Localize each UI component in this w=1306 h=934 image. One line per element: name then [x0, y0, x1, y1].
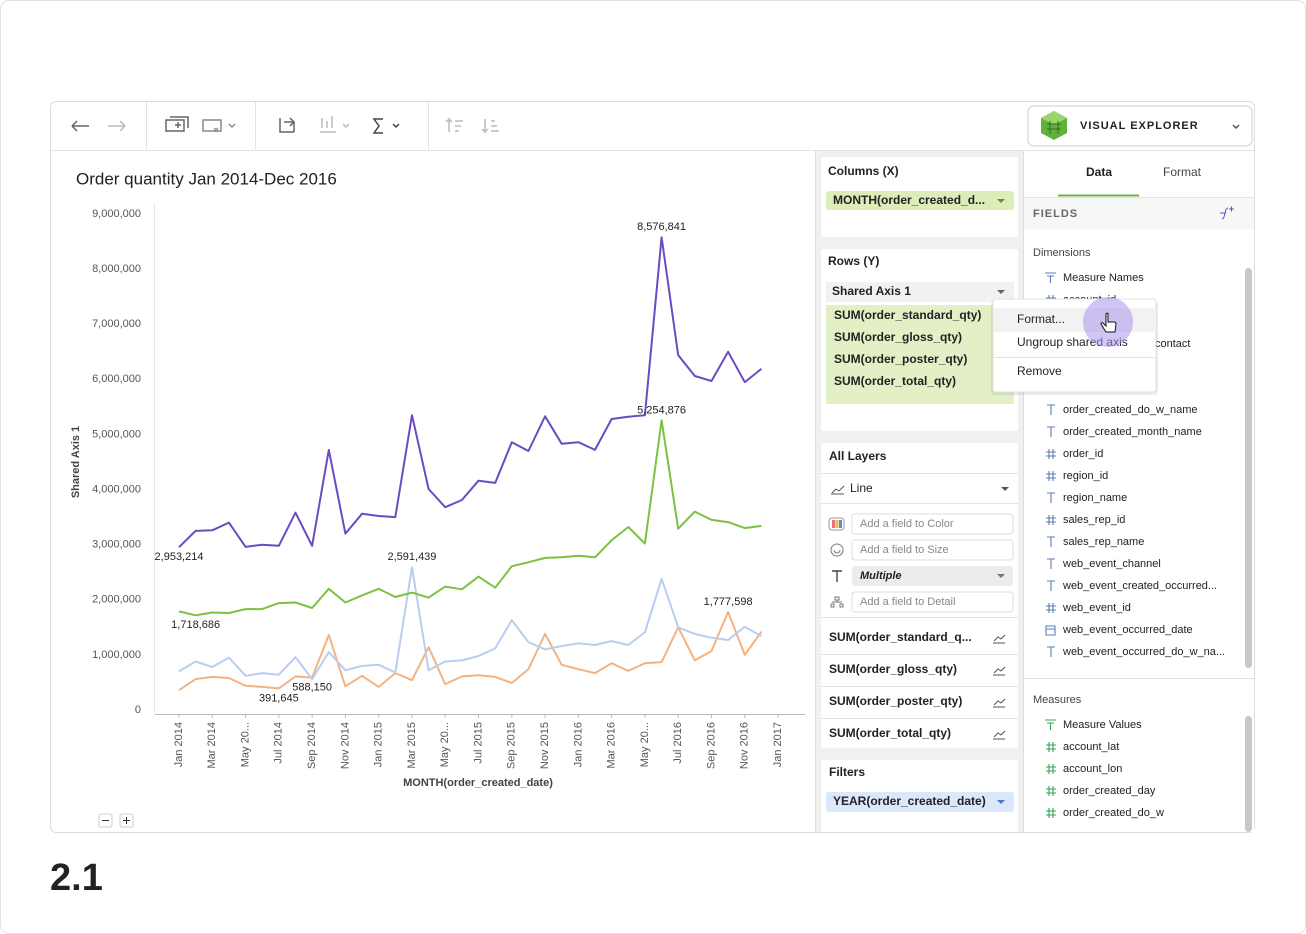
pill-label: YEAR(order_created_date) — [833, 794, 986, 808]
x-tick-label: Mar 2014 — [206, 722, 218, 768]
y-tick-label: 4,000,000 — [92, 483, 141, 495]
layer-item: SUM(order_standard_q... — [829, 630, 972, 644]
x-tick-label: Jul 2014 — [273, 722, 285, 764]
field-item[interactable]: Measure Values — [1063, 719, 1142, 731]
data-label: 2,591,439 — [387, 551, 436, 563]
field-item[interactable]: web_event_channel — [1062, 558, 1161, 570]
x-tick-label: Nov 2015 — [539, 722, 551, 769]
scrollbar — [1245, 268, 1252, 668]
x-tick-label: Nov 2016 — [739, 722, 751, 769]
field-item[interactable]: order_created_do_w_name — [1063, 404, 1198, 416]
layer-item: SUM(order_poster_qty) — [829, 694, 962, 708]
field-item[interactable]: region_name — [1063, 492, 1127, 504]
brand-label: VISUAL EXPLORER — [1080, 120, 1199, 132]
x-tick-label: May 20... — [239, 722, 251, 767]
field-item[interactable]: Measure Names — [1063, 272, 1144, 284]
x-tick-label: Jan 2017 — [772, 722, 784, 767]
field-item[interactable]: order_id — [1063, 448, 1103, 460]
x-tick-label: Nov 2014 — [339, 722, 351, 769]
x-tick-label: Jul 2015 — [472, 722, 484, 764]
menu-item[interactable]: Format... — [1017, 312, 1065, 326]
field-item[interactable]: account_lat — [1063, 741, 1119, 753]
encoding-label: Add a field to Size — [860, 544, 949, 556]
field-item[interactable]: order_created_day — [1063, 785, 1156, 797]
data-label: 391,645 — [259, 692, 299, 704]
x-tick-label: May 20... — [639, 722, 651, 767]
x-axis-title: MONTH(order_created_date) — [403, 777, 553, 789]
chart-title: Order quantity Jan 2014-Dec 2016 — [76, 169, 337, 188]
data-label: 2,953,214 — [155, 551, 204, 563]
layer-item: SUM(order_total_qty) — [829, 726, 951, 740]
section-title: Measures — [1033, 694, 1082, 706]
x-tick-label: Jul 2016 — [672, 722, 684, 764]
pill-label: SUM(order_total_qty) — [834, 374, 956, 388]
x-tick-label: May 20... — [439, 722, 451, 767]
y-tick-label: 1,000,000 — [92, 649, 141, 661]
layer-item: SUM(order_gloss_qty) — [829, 662, 957, 676]
x-tick-label: Jan 2015 — [373, 722, 385, 767]
encoding-label: Add a field to Detail — [860, 596, 955, 608]
y-tick-label: 9,000,000 — [92, 208, 141, 220]
x-tick-label: Jan 2014 — [173, 722, 185, 767]
shelf-title: Filters — [829, 765, 865, 779]
data-label: 5,254,876 — [637, 404, 686, 416]
field-item[interactable]: web_event_created_occurred... — [1062, 580, 1217, 592]
x-tick-label: Sep 2016 — [705, 722, 717, 769]
field-item[interactable]: web_event_id — [1062, 602, 1131, 614]
field-item[interactable]: order_created_month_name — [1063, 426, 1202, 438]
color-swatch — [836, 520, 839, 528]
y-tick-label: 0 — [135, 704, 141, 716]
tab[interactable]: Format — [1163, 165, 1202, 179]
data-label: 1,777,598 — [704, 596, 753, 608]
axis-group-label: Shared Axis 1 — [832, 284, 911, 298]
pill-label: MONTH(order_created_d... — [833, 193, 985, 207]
scrollbar — [1245, 716, 1252, 832]
version-label: 2.1 — [50, 857, 103, 899]
y-tick-label: 2,000,000 — [92, 594, 141, 606]
fields-title: FIELDS — [1033, 208, 1078, 220]
x-tick-label: Sep 2015 — [506, 722, 518, 769]
pill-label: SUM(order_gloss_qty) — [834, 330, 962, 344]
tab[interactable]: Data — [1086, 165, 1112, 179]
field-item[interactable]: order_created_do_w — [1063, 807, 1164, 819]
data-label: 588,150 — [292, 681, 332, 693]
y-tick-label: 5,000,000 — [92, 428, 141, 440]
color-swatch — [839, 520, 842, 528]
shelf-title: Columns (X) — [828, 164, 899, 178]
shelf-title: Rows (Y) — [828, 254, 879, 268]
section-title: Dimensions — [1033, 247, 1091, 259]
x-tick-label: Jan 2016 — [572, 722, 584, 767]
y-tick-label: 6,000,000 — [92, 373, 141, 385]
field-item[interactable]: region_id — [1063, 470, 1108, 482]
field-item[interactable]: web_event_occurred_date — [1062, 624, 1193, 636]
shelf-title: All Layers — [829, 449, 887, 463]
data-label: 1,718,686 — [171, 619, 220, 631]
x-tick-label: Mar 2015 — [406, 722, 418, 768]
pill-label: SUM(order_standard_qty) — [834, 308, 981, 322]
menu-item[interactable]: Remove — [1017, 364, 1062, 378]
x-tick-label: Sep 2014 — [306, 722, 318, 769]
y-tick-label: 8,000,000 — [92, 263, 141, 275]
y-axis-title: Shared Axis 1 — [70, 426, 82, 498]
encoding-label: Multiple — [860, 570, 902, 582]
field-item[interactable]: contact — [1155, 338, 1190, 350]
mark-type: Line — [850, 481, 873, 495]
pill-label: SUM(order_poster_qty) — [834, 352, 967, 366]
field-item[interactable]: web_event_occurred_do_w_na... — [1062, 646, 1225, 658]
field-item[interactable]: account_lon — [1063, 763, 1122, 775]
color-swatch — [832, 520, 835, 528]
field-item[interactable]: sales_rep_name — [1063, 536, 1144, 548]
encoding-label: Add a field to Color — [860, 518, 954, 530]
field-item[interactable]: sales_rep_id — [1063, 514, 1125, 526]
x-tick-label: Mar 2016 — [606, 722, 618, 768]
data-label: 8,576,841 — [637, 221, 686, 233]
y-tick-label: 7,000,000 — [92, 318, 141, 330]
y-tick-label: 3,000,000 — [92, 539, 141, 551]
